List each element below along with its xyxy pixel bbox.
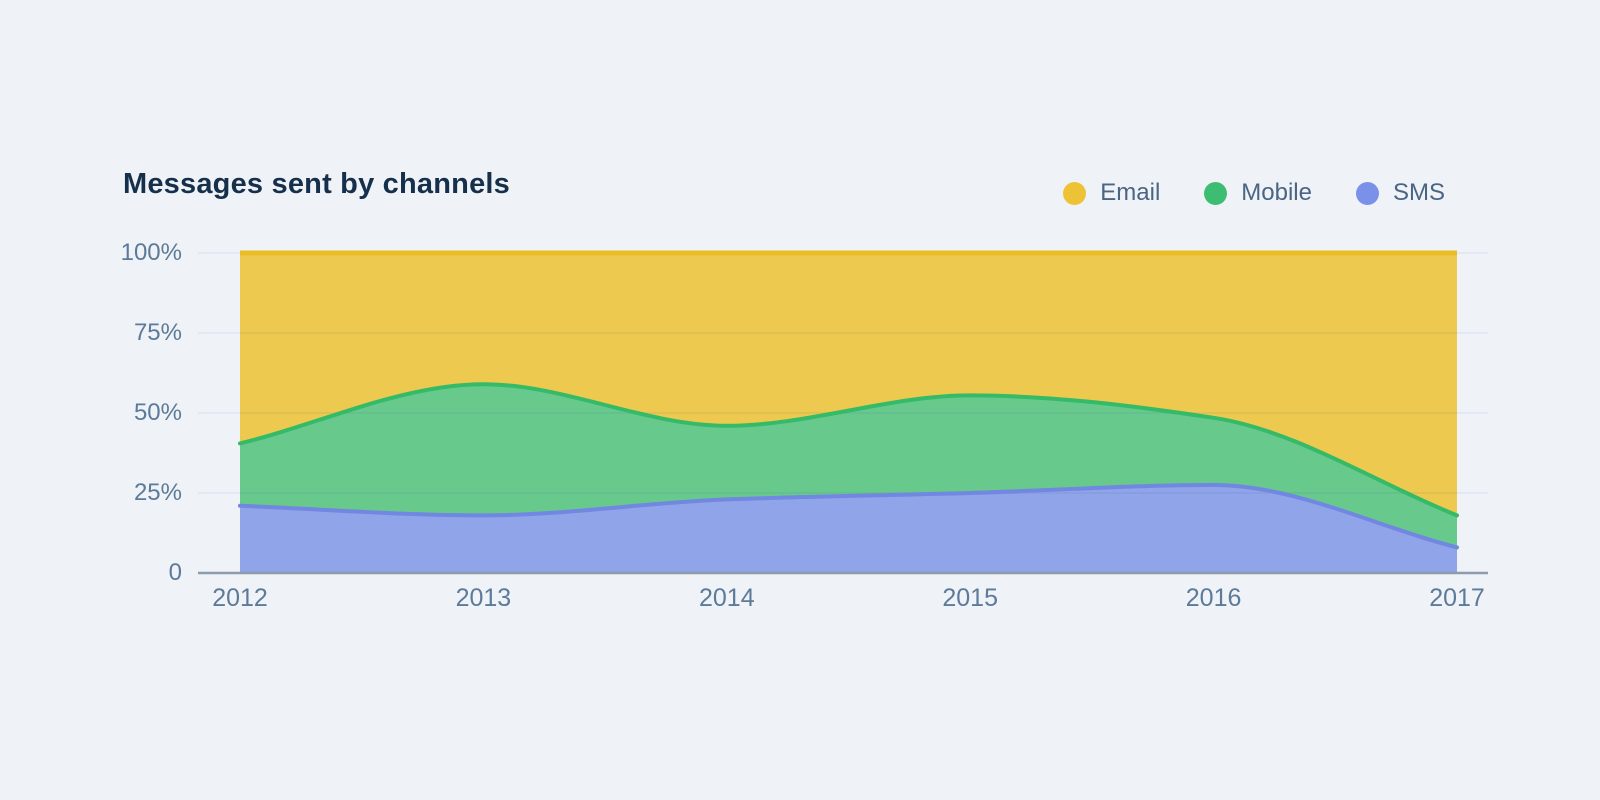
line-sms xyxy=(238,482,1459,550)
area-sms xyxy=(240,485,1457,573)
legend-item-sms[interactable]: SMS xyxy=(1355,179,1445,207)
x-tick-label: 2017 xyxy=(1429,584,1485,612)
legend-marker-sms-icon xyxy=(1355,181,1379,205)
legend-marker-mobile-icon xyxy=(1204,181,1228,205)
legend-label: SMS xyxy=(1392,179,1445,206)
y-tick-label: 50% xyxy=(133,399,182,426)
legend-marker-email-icon xyxy=(1063,181,1087,205)
y-tick-label: 25% xyxy=(133,479,182,506)
line-mobile xyxy=(238,382,1459,518)
x-tick-label: 2014 xyxy=(698,584,755,612)
x-tick-label: 2013 xyxy=(455,584,512,612)
legend-label: Email xyxy=(1100,179,1161,206)
legend-label: Mobile xyxy=(1241,179,1312,206)
legend: Email Mobile SMS xyxy=(1063,179,1445,207)
legend-item-mobile[interactable]: Mobile xyxy=(1204,179,1312,207)
x-tick-label: 2016 xyxy=(1185,584,1242,612)
y-tick-label: 100% xyxy=(120,239,182,266)
x-tick-label: 2015 xyxy=(942,584,998,612)
y-tick-label: 0 xyxy=(168,559,182,586)
legend-item-email[interactable]: Email xyxy=(1063,179,1160,207)
chart-title: Messages sent by channels xyxy=(123,168,510,200)
x-tick-label: 2012 xyxy=(212,584,268,612)
y-tick-label: 75% xyxy=(133,319,182,346)
